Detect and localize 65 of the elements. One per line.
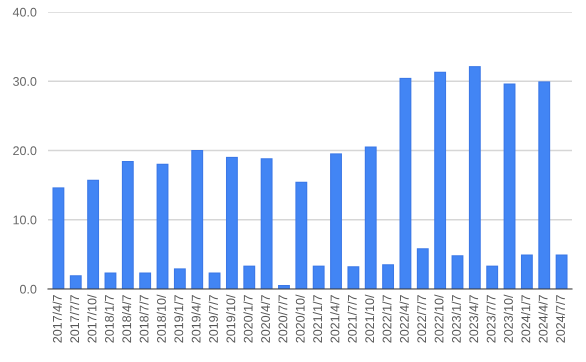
x-tick-label: 2020/10/ — [296, 294, 305, 343]
bar — [295, 182, 308, 289]
x-tick-label: 2022/1/7 — [382, 295, 392, 343]
bar — [156, 164, 168, 289]
bar — [399, 78, 412, 289]
x-tick-label: 2024/7/7 — [556, 295, 565, 343]
x-tick-label: 2023/10/ — [504, 294, 513, 343]
x-tick-label: 2023/4/7 — [469, 295, 478, 343]
bar — [208, 272, 221, 289]
x-tick-label: 2017/7/7 — [70, 295, 80, 343]
bar — [70, 275, 82, 289]
bar — [538, 81, 550, 289]
x-tick-label: 2020/7/7 — [278, 295, 288, 343]
bar — [139, 272, 152, 289]
x-tick-label: 2023/7/7 — [486, 295, 496, 343]
bar — [434, 72, 446, 289]
bar — [312, 266, 325, 289]
y-tick-label: 30.0 — [13, 77, 36, 86]
bar — [382, 264, 394, 289]
x-tick-label: 2021/1/7 — [312, 295, 322, 343]
x-tick-label: 2022/7/7 — [416, 295, 426, 343]
bar — [330, 153, 342, 289]
bar — [486, 266, 498, 289]
bar — [226, 156, 238, 289]
x-tick-label: 2018/7/7 — [139, 295, 149, 343]
x-tick-label: 2019/4/7 — [191, 295, 201, 343]
x-tick-label: 2021/7/7 — [348, 295, 357, 343]
bar — [556, 254, 568, 289]
x-tick-label: 2017/4/7 — [52, 295, 62, 343]
x-tick-label: 2024/4/7 — [538, 295, 548, 343]
x-tick-label: 2018/4/7 — [122, 295, 132, 343]
x-tick-label: 2019/10/ — [226, 294, 236, 343]
y-tick-label: 20.0 — [13, 146, 36, 156]
bar — [174, 268, 186, 289]
bar — [122, 161, 134, 289]
bar — [416, 248, 429, 289]
x-tick-label: 2021/10/ — [364, 294, 374, 343]
bar — [468, 66, 481, 289]
x-tick-label: 2022/4/7 — [400, 295, 409, 343]
y-tick-label: 40.0 — [12, 8, 36, 17]
x-tick-label: 2019/1/7 — [174, 295, 184, 343]
bar — [278, 284, 290, 289]
bar — [243, 266, 256, 289]
x-tick-label: 2024/1/7 — [521, 295, 530, 343]
x-tick-label: 2018/10/ — [156, 294, 166, 343]
bar — [504, 83, 516, 289]
x-tick-label: 2020/4/7 — [260, 295, 270, 343]
bar — [104, 272, 116, 289]
bar — [52, 187, 64, 289]
x-tick-label: 2017/10/ — [87, 294, 96, 343]
x-tick-label: 2019/7/7 — [208, 295, 218, 343]
x-tick-label: 2018/1/7 — [104, 295, 114, 343]
y-tick-label: 0.0 — [20, 284, 36, 294]
x-tick-label: 2021/4/7 — [330, 295, 340, 343]
x-tick-label: 2020/1/7 — [243, 295, 253, 343]
y-tick-label: 10.0 — [14, 216, 36, 224]
x-tick-label: 2022/10/ — [434, 294, 444, 343]
bar — [347, 266, 360, 289]
bar — [520, 254, 533, 289]
bar — [87, 180, 100, 289]
x-tick-label: 2023/1/7 — [452, 295, 461, 343]
bar — [260, 158, 273, 289]
bar — [191, 150, 204, 289]
bar — [364, 146, 377, 289]
bar — [452, 255, 464, 289]
